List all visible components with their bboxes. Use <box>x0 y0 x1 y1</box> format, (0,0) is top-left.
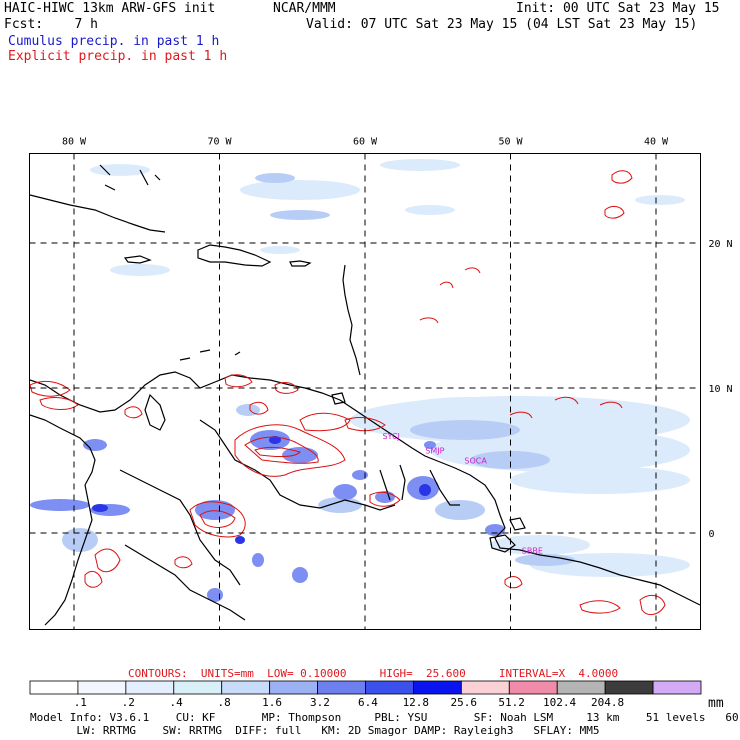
longitude-label: 70 W <box>207 137 232 148</box>
contours-info: CONTOURS: UNITS=mm LOW= 0.10000 HIGH= 25… <box>128 667 619 680</box>
colorbar-tick-labels: .1 .2 .4 .8 1.6 3.2 6.4 12.8 25.6 51.2 102.4 204.8 <box>74 696 624 709</box>
legend-cumulus: Cumulus precip. in past 1 h <box>8 34 220 49</box>
coastlines <box>29 164 701 626</box>
colorbar-swatch <box>508 680 558 695</box>
colorbar-tick-label: 204.8 <box>591 696 624 709</box>
explicit-precip-contours <box>29 170 666 616</box>
organization-title: NCAR/MMM <box>273 1 336 16</box>
colorbar-tick-label: 3.2 <box>310 696 330 709</box>
station-label: SOCA <box>464 456 487 465</box>
longitude-label: 50 W <box>498 137 523 148</box>
colorbar-swatch <box>652 680 702 695</box>
colorbar-swatch <box>413 680 462 695</box>
forecast-hour: Fcst: 7 h <box>4 17 98 32</box>
colorbar-tick-label: 102.4 <box>543 696 576 709</box>
colorbar-tick-label: 1.6 <box>262 696 282 709</box>
colorbar-tick-label: .2 <box>122 696 135 709</box>
colorbar-swatch <box>77 680 127 695</box>
station-label: SBBE <box>522 546 543 555</box>
init-time: Init: 00 UTC Sat 23 May 15 <box>516 1 720 16</box>
station-label: SYCJ <box>382 432 399 441</box>
colorbar-swatch <box>317 680 366 695</box>
longitude-label: 80 W <box>62 137 87 148</box>
colorbar-swatch <box>604 680 654 695</box>
model-info-line2: LW: RRTMG SW: RRTMG DIFF: full KM: 2D Sm… <box>30 724 600 737</box>
longitude-label: 40 W <box>644 137 669 148</box>
colorbar-tick-label: .8 <box>217 696 230 709</box>
colorbar-tick-label: .4 <box>170 696 184 709</box>
colorbar-swatch <box>460 680 510 695</box>
latitude-label: 10 N <box>709 384 733 395</box>
colorbar-swatch <box>556 680 606 695</box>
colorbar-tick-label: 51.2 <box>498 696 525 709</box>
longitude-label: 60 W <box>353 137 378 148</box>
colorbar <box>29 680 702 695</box>
colorbar-swatch <box>269 680 318 695</box>
model-title: HAIC-HIWC 13km ARW-GFS init <box>4 1 216 16</box>
colorbar-tick-label: 12.8 <box>403 696 430 709</box>
colorbar-swatch <box>365 680 414 695</box>
colorbar-swatch <box>29 680 79 695</box>
cumulus-precip-shading <box>30 159 690 602</box>
colorbar-swatch <box>173 680 223 695</box>
latitude-labels: 20 N 10 N 0 <box>709 239 733 540</box>
colorbar-tick-label: 25.6 <box>451 696 478 709</box>
longitude-labels: 80 W 70 W 60 W 50 W 40 W <box>62 137 669 148</box>
latitude-label: 20 N <box>709 239 733 250</box>
colorbar-tick-label: 6.4 <box>358 696 378 709</box>
colorbar-tick-label: .1 <box>74 696 87 709</box>
colorbar-swatch <box>125 680 175 695</box>
colorbar-swatch <box>221 680 271 695</box>
valid-time: Valid: 07 UTC Sat 23 May 15 (04 LST Sat … <box>306 17 698 32</box>
latitude-label: 0 <box>709 529 715 540</box>
model-info-line1: Model Info: V3.6.1 CU: KF MP: Thompson P… <box>30 711 740 724</box>
legend-explicit: Explicit precip. in past 1 h <box>8 49 228 64</box>
lat-lon-grid <box>29 153 701 630</box>
station-label: SMJP <box>425 446 444 455</box>
station-markers: SYCJ SMJP SOCA SBBE <box>382 432 542 556</box>
colorbar-unit: mm <box>708 696 724 711</box>
